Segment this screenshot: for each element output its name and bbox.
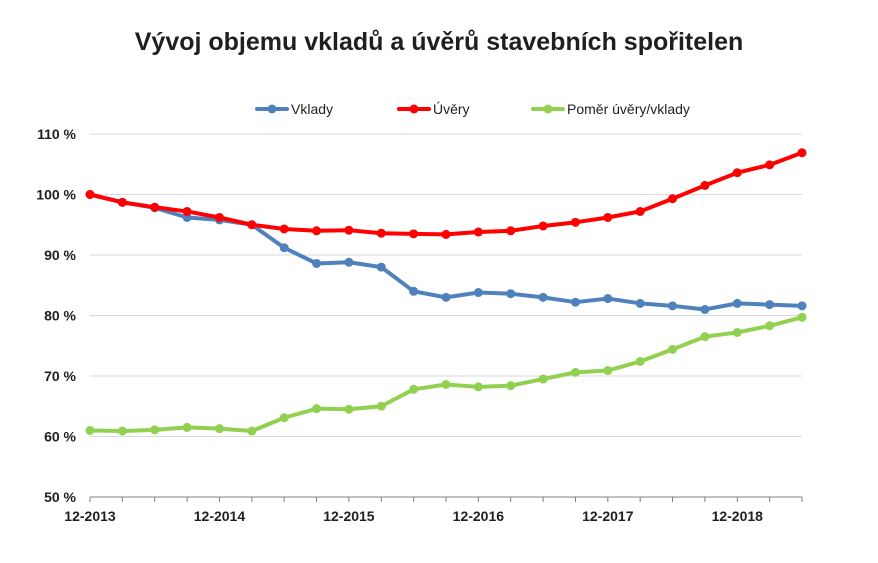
series-2-point (506, 226, 516, 236)
series-3-point (344, 404, 354, 414)
series-1-point (570, 297, 580, 307)
series-2-point (570, 217, 580, 227)
series-3-point (700, 332, 710, 342)
series-2-point (247, 220, 257, 230)
y-tick-label: 100 % (36, 187, 76, 203)
series-1-point (344, 257, 354, 267)
series-2-point (668, 194, 678, 204)
series-2-point (344, 225, 354, 235)
series-3-point (732, 327, 742, 337)
x-tick-label: 12-2016 (453, 508, 505, 524)
series-2-point (538, 221, 548, 231)
series-3-point (150, 425, 160, 435)
series-3-point (603, 366, 613, 376)
series-1-point (668, 301, 678, 311)
series-1-point (409, 286, 419, 296)
series-2-point (214, 212, 224, 222)
y-tick-label: 80 % (44, 308, 76, 324)
series-1-point (538, 292, 548, 302)
series-2-point (441, 229, 451, 239)
series-3-point (441, 379, 451, 389)
x-tick-label: 12-2017 (582, 508, 634, 524)
legend-label: Poměr úvěry/vklady (567, 101, 690, 117)
series-line-2 (88, 150, 804, 237)
series-2-point (312, 226, 322, 236)
x-tick-label: 12-2014 (194, 508, 246, 524)
series-3-point (765, 321, 775, 331)
series-3-point (538, 374, 548, 384)
series-3-point (635, 356, 645, 366)
legend-label: Úvěry (433, 101, 470, 117)
series-line-3 (88, 315, 804, 434)
series-2-point (85, 190, 95, 199)
series-2-point (117, 197, 127, 207)
series-1-point (700, 304, 710, 314)
series-2-point (635, 206, 645, 216)
series-1-point (765, 300, 775, 310)
series-2-point (182, 206, 192, 216)
y-tick-label: 60 % (44, 429, 76, 445)
series-3-point (376, 401, 386, 411)
chart-title: Vývoj objemu vkladů a úvěrů stavebních s… (134, 28, 744, 56)
legend-swatch-marker (409, 104, 419, 114)
series-1-point (441, 292, 451, 302)
series-2-point (732, 168, 742, 178)
series-3-point (117, 426, 127, 436)
x-tick-label: 12-2013 (64, 508, 116, 524)
series-1-point (473, 288, 483, 298)
series-3-point (247, 426, 257, 436)
y-tick-label: 110 % (37, 126, 76, 142)
series-3-point (473, 382, 483, 392)
series-3-point (85, 425, 95, 435)
series-1-point (603, 294, 613, 304)
series-1-point (279, 243, 289, 253)
legend-swatch-marker (267, 104, 277, 114)
series-3-point (668, 344, 678, 354)
series-1-point (312, 258, 322, 268)
series-2-point (797, 148, 807, 158)
x-tick-label: 12-2015 (323, 508, 375, 524)
series-3-point (506, 381, 516, 391)
series-3-point (797, 312, 807, 322)
series-2-point (603, 212, 613, 222)
series-3-point (182, 422, 192, 432)
series-2-point (150, 202, 160, 212)
y-tick-label: 50 % (44, 489, 76, 505)
series-2-point (473, 227, 483, 237)
series-1-point (635, 298, 645, 308)
series-1-point (506, 289, 516, 299)
series-1-point (732, 298, 742, 308)
series-2-point (409, 229, 419, 239)
series-1-point (376, 262, 386, 272)
series-3-point (570, 367, 580, 377)
series-2-point (700, 180, 710, 190)
y-tick-label: 70 % (44, 368, 76, 384)
series-1-point (797, 301, 807, 311)
x-tick-label: 12-2018 (712, 508, 764, 524)
series-3-point (409, 384, 419, 394)
legend-label: Vklady (291, 101, 333, 117)
series-3-point (214, 424, 224, 434)
series-2-point (765, 160, 775, 170)
series-3-point (279, 413, 289, 423)
series-3-point (312, 404, 322, 414)
series-2-point (279, 224, 289, 234)
legend-swatch-marker (543, 104, 553, 114)
series-2-point (376, 228, 386, 238)
y-tick-label: 90 % (44, 247, 76, 263)
